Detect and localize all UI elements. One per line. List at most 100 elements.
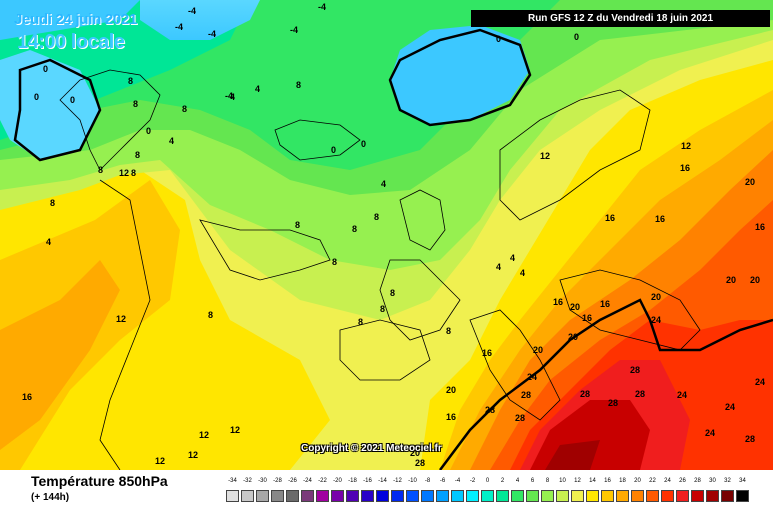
- legend-step: 24: [660, 478, 675, 506]
- legend-step: 12: [570, 478, 585, 506]
- temperature-value-label: 16: [446, 412, 456, 422]
- legend-step: -28: [270, 478, 285, 506]
- temperature-value-label: 16: [553, 297, 563, 307]
- legend-step: -22: [315, 478, 330, 506]
- temperature-value-label: 8: [446, 326, 451, 336]
- temperature-value-label: 8: [50, 198, 55, 208]
- coastlines: [59, 69, 701, 470]
- legend-swatch: [631, 490, 644, 502]
- legend-step: -8: [420, 478, 435, 506]
- temperature-map: -4 -4 -4 -4 -4 -4 0 0 0 0 0 0 0 0 4 4 4 4 4 4 4 4 8 8 8 8 8 8 8 8 8 8 8 8…: [0, 0, 773, 470]
- legend-tick-label: -22: [318, 478, 327, 484]
- temperature-value-label: 4: [46, 237, 51, 247]
- variable-title: Température 850hPa: [31, 473, 168, 489]
- legend-tick-label: 32: [724, 478, 731, 484]
- temperature-value-label: 0: [34, 92, 39, 102]
- legend-tick-label: 4: [515, 478, 520, 484]
- legend-swatch: [496, 490, 509, 502]
- legend-tick-label: -6: [439, 478, 446, 484]
- legend-swatch: [451, 490, 464, 502]
- temperature-value-label: -4: [225, 91, 233, 101]
- legend-step: 18: [615, 478, 630, 506]
- band-30: [545, 440, 600, 470]
- temperature-value-label: 16: [680, 163, 690, 173]
- legend-step: 32: [720, 478, 735, 506]
- temperature-value-label: 12: [119, 168, 129, 178]
- legend-step: 30: [705, 478, 720, 506]
- temperature-value-label: -4: [318, 2, 326, 12]
- temperature-value-label: 12: [230, 425, 240, 435]
- temperature-value-label: 8: [98, 165, 103, 175]
- temperature-value-label: 8: [131, 168, 136, 178]
- temperature-value-label: -4: [188, 6, 196, 16]
- temperature-value-label: 12: [681, 141, 691, 151]
- legend-swatch: [406, 490, 419, 502]
- temperature-value-label: -4: [175, 22, 183, 32]
- temperature-value-label: 24: [651, 315, 661, 325]
- temperature-value-label: 8: [208, 310, 213, 320]
- temperature-value-label: 16: [582, 313, 592, 323]
- temperature-value-label: 8: [374, 212, 379, 222]
- temperature-value-label: -4: [208, 29, 216, 39]
- legend-tick-label: -12: [393, 478, 402, 484]
- legend-swatch: [646, 490, 659, 502]
- legend-swatch: [286, 490, 299, 502]
- temperature-value-label: 28: [608, 398, 618, 408]
- legend-tick-label: 26: [679, 478, 686, 484]
- legend-tick-label: -2: [469, 478, 476, 484]
- temperature-value-label: 28: [635, 389, 645, 399]
- legend-step: -18: [345, 478, 360, 506]
- legend-step: 6: [525, 478, 540, 506]
- legend-tick-label: -18: [348, 478, 357, 484]
- legend-swatch: [481, 490, 494, 502]
- legend-swatch: [601, 490, 614, 502]
- temperature-value-label: 20: [726, 275, 736, 285]
- cold-pool-northwest: [0, 0, 140, 40]
- cold-pool-greenland-sea: [0, 50, 100, 160]
- temperature-value-label: 4: [230, 92, 235, 102]
- legend-swatch: [391, 490, 404, 502]
- legend-swatch: [571, 490, 584, 502]
- legend-swatch: [271, 490, 284, 502]
- lead-time: (+ 144h): [31, 492, 70, 503]
- legend-step: -24: [300, 478, 315, 506]
- legend-tick-label: 20: [634, 478, 641, 484]
- temperature-value-label: 12: [155, 456, 165, 466]
- temperature-value-label: 8: [358, 317, 363, 327]
- temperature-value-label: 12: [116, 314, 126, 324]
- cold-pool-barents: [390, 25, 530, 125]
- legend-swatch: [526, 490, 539, 502]
- legend-step: -6: [435, 478, 450, 506]
- temperature-value-label: 4: [255, 84, 260, 94]
- temperature-value-label: 4: [169, 136, 174, 146]
- legend-tick-label: -16: [363, 478, 372, 484]
- legend-tick-label: 22: [649, 478, 656, 484]
- temperature-value-label: 8: [295, 220, 300, 230]
- temperature-value-label: 8: [133, 99, 138, 109]
- temperature-value-label: 0: [70, 95, 75, 105]
- legend-step: 10: [555, 478, 570, 506]
- temperature-value-label: 8: [182, 104, 187, 114]
- legend-swatch: [676, 490, 689, 502]
- legend-step: -20: [330, 478, 345, 506]
- legend-step: -32: [240, 478, 255, 506]
- temperature-value-label: 8: [390, 288, 395, 298]
- temperature-value-label: 28: [630, 365, 640, 375]
- temperature-value-label: 12: [199, 430, 209, 440]
- legend-swatch: [361, 490, 374, 502]
- temperature-value-label: 24: [755, 377, 765, 387]
- temperature-value-label: 20: [745, 177, 755, 187]
- legend-swatch: [346, 490, 359, 502]
- temperature-value-label: 28: [515, 413, 525, 423]
- temperature-value-label: 0: [496, 34, 501, 44]
- legend-swatch: [376, 490, 389, 502]
- legend-tick-label: -20: [333, 478, 342, 484]
- legend-tick-label: 34: [739, 478, 746, 484]
- temperature-value-label: 20: [651, 292, 661, 302]
- temperature-value-label: 4: [496, 262, 501, 272]
- temperature-value-label: 20: [568, 332, 578, 342]
- legend-swatch: [691, 490, 704, 502]
- legend-swatch: [421, 490, 434, 502]
- temperature-value-label: 8: [332, 257, 337, 267]
